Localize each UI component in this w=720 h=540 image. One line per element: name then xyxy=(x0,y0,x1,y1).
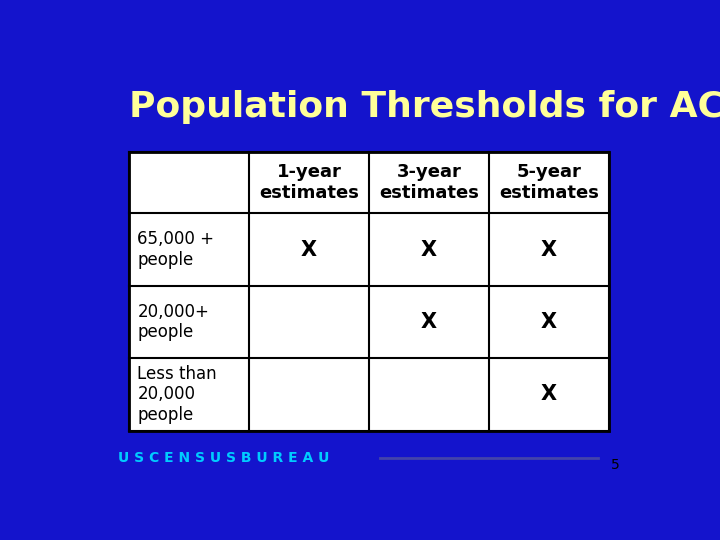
Text: Population Thresholds for ACS Estimates: Population Thresholds for ACS Estimates xyxy=(129,90,720,124)
Text: X: X xyxy=(301,240,317,260)
Text: X: X xyxy=(421,312,437,332)
Text: Less than
20,000
people: Less than 20,000 people xyxy=(138,364,217,424)
Text: 65,000 +
people: 65,000 + people xyxy=(138,230,215,269)
Text: 5: 5 xyxy=(611,458,620,472)
FancyBboxPatch shape xyxy=(129,152,609,431)
Text: 3-year
estimates: 3-year estimates xyxy=(379,164,479,202)
Text: U S C E N S U S B U R E A U: U S C E N S U S B U R E A U xyxy=(118,451,329,465)
Text: X: X xyxy=(541,312,557,332)
Text: 1-year
estimates: 1-year estimates xyxy=(259,164,359,202)
Text: X: X xyxy=(421,240,437,260)
Text: 5-year
estimates: 5-year estimates xyxy=(499,164,599,202)
Text: X: X xyxy=(541,384,557,404)
Text: X: X xyxy=(541,240,557,260)
Text: 20,000+
people: 20,000+ people xyxy=(138,302,210,341)
